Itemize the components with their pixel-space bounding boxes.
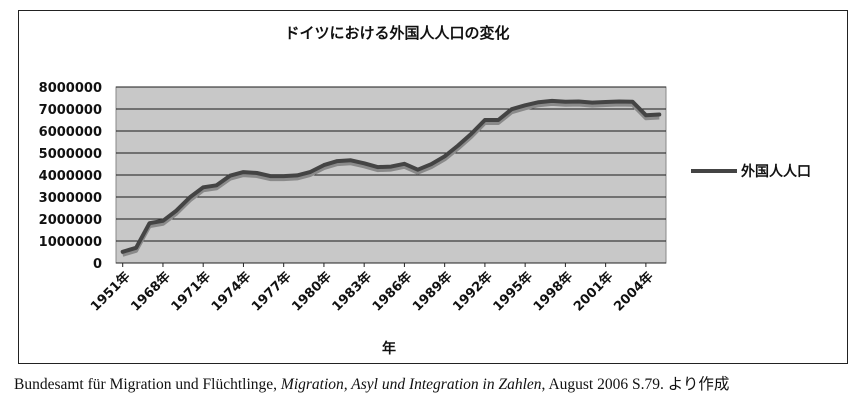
data-point — [604, 100, 608, 104]
x-tick-label: 1995年 — [490, 269, 536, 315]
data-point — [174, 209, 178, 213]
data-point — [590, 101, 594, 105]
x-tick-label: 1989年 — [409, 269, 455, 315]
data-point — [469, 132, 473, 136]
data-point — [335, 159, 339, 163]
data-point — [617, 100, 621, 104]
y-tick-label: 6000000 — [39, 125, 102, 140]
data-point — [416, 168, 420, 172]
data-point — [362, 161, 366, 165]
data-point — [537, 100, 541, 104]
data-point — [201, 185, 205, 189]
x-tick-label: 1992年 — [450, 269, 496, 315]
x-tick-label: 1974年 — [208, 269, 254, 315]
x-axis-label: 年 — [382, 340, 396, 357]
chart-title: ドイツにおける外国人人口の変化 — [284, 24, 509, 42]
x-tick-label: 1986年 — [369, 269, 415, 315]
y-tick-label: 5000000 — [39, 147, 102, 162]
data-point — [228, 174, 232, 178]
y-tick-label: 0 — [93, 257, 102, 272]
data-point — [630, 100, 634, 104]
data-point — [523, 103, 527, 107]
data-point — [148, 221, 152, 225]
data-point — [215, 183, 219, 187]
data-point — [402, 162, 406, 166]
data-point — [349, 158, 353, 162]
chart-frame: ドイツにおける外国人人口の変化 8000000 7000000 6000000 500… — [18, 10, 848, 364]
data-point — [376, 165, 380, 169]
data-point — [563, 100, 567, 104]
legend-label: 外国人人口 — [741, 163, 811, 180]
data-point — [255, 171, 259, 175]
y-tick-label: 3000000 — [39, 191, 102, 206]
data-point — [295, 173, 299, 177]
data-point — [309, 170, 313, 174]
data-point — [188, 195, 192, 199]
source-text-title: Migration, Asyl und Integration in Zahle… — [280, 376, 542, 393]
data-point — [429, 162, 433, 166]
data-point — [456, 144, 460, 148]
y-tick-label: 2000000 — [39, 213, 102, 228]
y-tick-label: 4000000 — [39, 169, 102, 184]
data-point — [322, 163, 326, 167]
data-point — [550, 99, 554, 103]
y-tick-label: 7000000 — [39, 103, 102, 118]
y-tick-label: 8000000 — [39, 81, 102, 96]
x-tick-label: 1998年 — [530, 269, 576, 315]
source-text-authors: Bundesamt für Migration und Flüchtlinge, — [14, 376, 281, 393]
data-point — [496, 118, 500, 122]
data-point — [657, 113, 661, 116]
line-chart: ドイツにおける外国人人口の変化 8000000 7000000 6000000 500… — [39, 24, 811, 357]
legend: 外国人人口 — [691, 163, 811, 180]
x-tick-label: 2004年 — [611, 269, 657, 315]
data-point — [268, 174, 272, 178]
y-tick-label: 1000000 — [39, 235, 102, 250]
x-tick-label: 1971年 — [168, 269, 214, 315]
x-tick-label: 1951年 — [87, 269, 133, 315]
data-point — [134, 246, 138, 250]
data-point — [510, 107, 514, 111]
data-point — [577, 100, 581, 104]
data-point — [121, 250, 125, 254]
source-text-date: , August 2006 S.79. より作成 — [541, 376, 730, 393]
x-tick-label: 2001年 — [570, 269, 616, 315]
data-point — [389, 165, 393, 169]
data-point — [241, 170, 245, 174]
x-tick-label: 1968年 — [128, 269, 174, 315]
data-point — [282, 174, 286, 178]
data-point — [443, 154, 447, 158]
source-caption: Bundesamt für Migration und Flüchtlinge,… — [14, 372, 864, 394]
x-tick-label: 1983年 — [329, 269, 375, 315]
data-point — [161, 219, 165, 223]
data-point — [483, 118, 487, 122]
series-line-shadow — [122, 101, 660, 257]
x-tick-label: 1977年 — [248, 269, 294, 315]
x-tick-label: 1980年 — [289, 269, 335, 315]
data-point — [644, 113, 648, 117]
